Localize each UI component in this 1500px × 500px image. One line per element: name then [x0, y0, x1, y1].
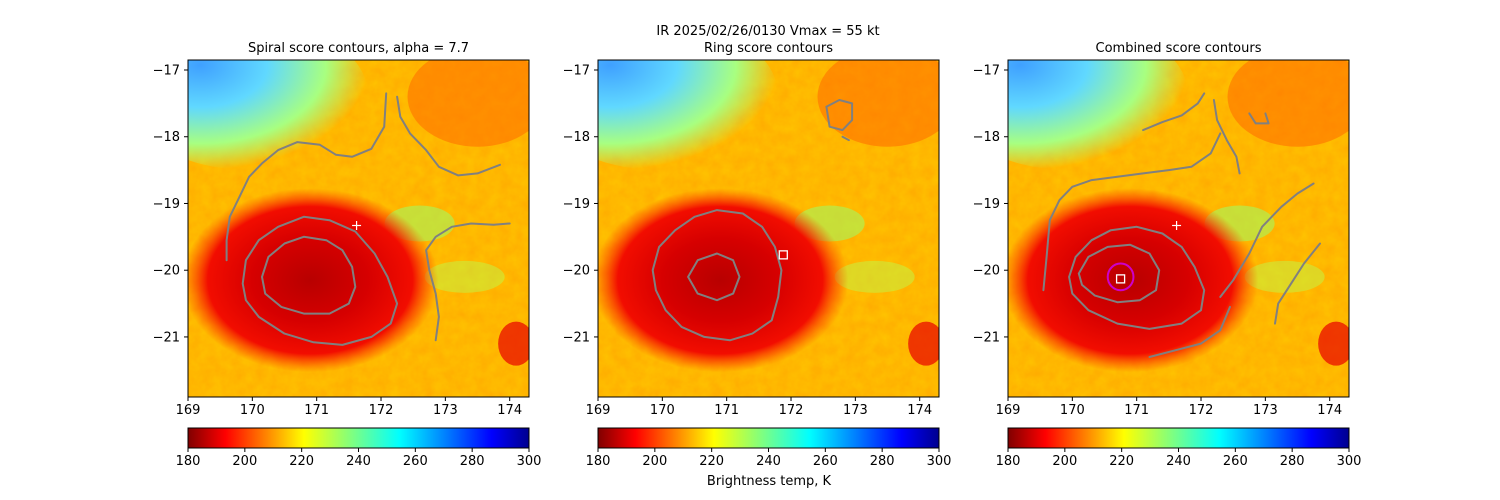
contour-line — [1219, 182, 1315, 298]
colorbar-tick-label: 260 — [813, 454, 838, 469]
colorbar-tick-label: 300 — [927, 454, 952, 469]
axes-frame — [1007, 59, 1350, 398]
y-tick-label: −19 — [153, 197, 180, 212]
panel-title: Ring score contours — [704, 41, 833, 56]
colorbar-tick-label: 300 — [1337, 454, 1362, 469]
panel-title: Combined score contours — [1096, 41, 1262, 56]
y-tick-label: −19 — [563, 197, 590, 212]
contour-line — [1142, 92, 1206, 132]
contour-line — [261, 235, 357, 315]
y-tick-label: −19 — [973, 197, 1000, 212]
x-tick-label: 171 — [1124, 403, 1149, 418]
center-ring — [1106, 262, 1135, 292]
x-tick-label: 172 — [779, 403, 804, 418]
y-tick-label: −21 — [563, 330, 590, 345]
x-tick-label: 172 — [1189, 403, 1214, 418]
colorbar-tick-label: 200 — [642, 454, 667, 469]
y-tick-label: −20 — [563, 264, 590, 279]
x-tick-label: 169 — [586, 403, 611, 418]
x-tick-label: 174 — [497, 403, 522, 418]
colorbar-tick-label: 260 — [1223, 454, 1248, 469]
y-tick-label: −20 — [153, 264, 180, 279]
colorbar-tick-label: 280 — [460, 454, 485, 469]
x-tick-label: 171 — [714, 403, 739, 418]
x-tick-label: 171 — [304, 403, 329, 418]
colorbar-tick-label: 240 — [756, 454, 781, 469]
y-tick-label: −21 — [153, 330, 180, 345]
panel-1: Spiral score contours, alpha = 7.7 169 170… — [153, 41, 542, 469]
x-tick-label: 173 — [1253, 403, 1278, 418]
colorbar — [187, 427, 530, 449]
colorbar-tick-label: 300 — [517, 454, 542, 469]
colorbar — [1007, 427, 1350, 449]
y-tick-label: −17 — [153, 64, 180, 79]
contour-line — [1148, 305, 1231, 358]
contour-line — [225, 92, 388, 262]
axes-frame — [597, 59, 940, 398]
contour-line — [1042, 132, 1222, 292]
x-tick-label: 173 — [843, 403, 868, 418]
contour-line — [1212, 99, 1241, 175]
colorbar-label: Brightness temp, K — [707, 474, 832, 489]
colorbar-tick-label: 220 — [699, 454, 724, 469]
contour-line — [1248, 112, 1270, 125]
x-tick-label: 174 — [907, 403, 932, 418]
axes-frame — [187, 59, 530, 398]
x-tick-label: 169 — [176, 403, 201, 418]
x-tick-label: 173 — [433, 403, 458, 418]
y-tick-label: −18 — [563, 130, 590, 145]
contour-line — [651, 209, 783, 342]
contour-line — [841, 135, 850, 142]
colorbar-tick-label: 280 — [870, 454, 895, 469]
y-tick-label: −17 — [973, 64, 1000, 79]
y-tick-label: −17 — [563, 64, 590, 79]
contour-line — [825, 99, 854, 132]
heatmap-image — [598, 60, 939, 397]
x-tick-label: 170 — [1060, 403, 1085, 418]
x-tick-label: 169 — [996, 403, 1021, 418]
figure-suptitle: IR 2025/02/26/0130 Vmax = 55 kt — [656, 24, 879, 39]
panel-2: Ring score contours 169 170 171 172 173 174 −17… — [563, 41, 952, 469]
x-tick-label: 170 — [240, 403, 265, 418]
contour-line — [1077, 243, 1161, 304]
colorbar-tick-label: 180 — [586, 454, 611, 469]
panel-title: Spiral score contours, alpha = 7.7 — [248, 41, 469, 56]
heatmap-image — [1008, 60, 1349, 397]
colorbar — [597, 427, 940, 449]
center-square-marker — [778, 250, 788, 260]
colorbar-tick-label: 180 — [996, 454, 1021, 469]
center-square-marker — [1115, 274, 1126, 284]
colorbar-tick-label: 200 — [232, 454, 257, 469]
colorbar-tick-label: 260 — [403, 454, 428, 469]
colorbar-tick-label: 280 — [1280, 454, 1305, 469]
panel-3: Combined score contours 169 170 171 172 173 17… — [973, 41, 1362, 469]
center-plus-marker — [1172, 220, 1182, 230]
contour-line — [396, 95, 501, 177]
colorbar-tick-label: 220 — [289, 454, 314, 469]
colorbar-tick-label: 200 — [1052, 454, 1077, 469]
contour-line — [687, 252, 741, 302]
contour-line — [1274, 242, 1321, 325]
y-tick-label: −18 — [153, 130, 180, 145]
contour-line — [1068, 225, 1206, 330]
colorbar-tick-label: 180 — [176, 454, 201, 469]
x-tick-label: 170 — [650, 403, 675, 418]
x-tick-label: 174 — [1317, 403, 1342, 418]
colorbar-tick-label: 240 — [1166, 454, 1191, 469]
colorbar-tick-label: 240 — [346, 454, 371, 469]
colorbar-tick-label: 220 — [1109, 454, 1134, 469]
y-tick-label: −20 — [973, 264, 1000, 279]
x-tick-label: 172 — [369, 403, 394, 418]
contour-line — [425, 222, 511, 342]
y-tick-label: −18 — [973, 130, 1000, 145]
center-plus-marker — [352, 220, 362, 230]
heatmap-image — [188, 60, 529, 397]
y-tick-label: −21 — [973, 330, 1000, 345]
contour-line — [241, 215, 399, 346]
